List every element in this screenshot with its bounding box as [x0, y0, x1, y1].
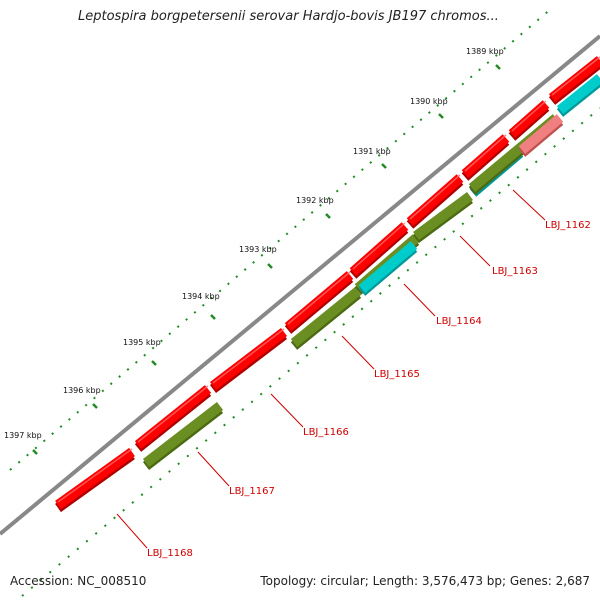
- kbp-major-tick: [92, 403, 98, 409]
- forward-gene-arrow[interactable]: [55, 447, 135, 513]
- kbp-major-tick: [495, 64, 501, 70]
- kbp-major-tick: [151, 360, 157, 366]
- gene-label[interactable]: LBJ_1168: [147, 548, 193, 559]
- kbp-tick-label: 1396 kbp: [63, 386, 101, 395]
- gene-label[interactable]: LBJ_1167: [229, 486, 275, 497]
- forward-gene-arrow[interactable]: [209, 328, 288, 393]
- gene-label-leader: [270, 393, 304, 428]
- forward-gene-arrow[interactable]: [349, 222, 409, 279]
- gene-label-leader: [459, 235, 491, 267]
- gene-label-leader: [341, 335, 375, 370]
- reverse-gene-arrow[interactable]: [556, 74, 600, 117]
- gene-label[interactable]: LBJ_1165: [374, 369, 420, 380]
- kbp-major-tick: [267, 263, 273, 269]
- kbp-major-tick: [438, 113, 444, 119]
- forward-gene-arrow[interactable]: [548, 56, 600, 105]
- kbp-tick-label: 1389 kbp: [466, 47, 504, 56]
- kbp-major-tick: [381, 163, 387, 169]
- chromosome-title: Leptospira borgpetersenii serovar Hardjo…: [78, 9, 499, 24]
- kbp-major-tick: [210, 314, 216, 320]
- forward-gene-arrow[interactable]: [284, 271, 354, 334]
- genome-summary-text: Topology: circular; Length: 3,576,473 bp…: [260, 574, 590, 588]
- reverse-gene-arrow[interactable]: [518, 114, 564, 157]
- kbp-tick-label: 1394 kbp: [182, 292, 220, 301]
- gene-label[interactable]: LBJ_1166: [303, 427, 349, 438]
- kbp-tick-label: 1397 kbp: [4, 431, 42, 440]
- forward-gene-arrow[interactable]: [406, 174, 464, 229]
- reverse-gene-arrow[interactable]: [142, 402, 224, 470]
- kbp-tick-label: 1395 kbp: [123, 338, 161, 347]
- kbp-major-tick: [32, 449, 38, 455]
- gene-label[interactable]: LBJ_1164: [436, 316, 482, 327]
- inner-dotted-ring: [21, 107, 600, 597]
- forward-gene-arrow[interactable]: [461, 134, 510, 181]
- kbp-tick-label: 1393 kbp: [239, 245, 277, 254]
- gene-label-leader: [512, 189, 546, 221]
- kbp-tick-label: 1390 kbp: [410, 97, 448, 106]
- reverse-gene-arrow[interactable]: [290, 287, 362, 350]
- gene-label[interactable]: LBJ_1162: [545, 220, 591, 231]
- reverse-gene-arrow[interactable]: [358, 241, 418, 296]
- gene-label-leader: [116, 513, 148, 549]
- outer-dotted-ring: [9, 7, 553, 471]
- gene-label-leader: [403, 283, 436, 317]
- forward-gene-arrow[interactable]: [134, 385, 212, 452]
- reverse-gene-arrow[interactable]: [413, 191, 473, 244]
- gene-label[interactable]: LBJ_1163: [492, 266, 538, 277]
- accession-text: Accession: NC_008510: [10, 574, 147, 588]
- kbp-tick-label: 1391 kbp: [353, 147, 391, 156]
- chromosome-backbone: [0, 34, 600, 536]
- kbp-major-tick: [325, 213, 331, 219]
- kbp-tick-label: 1392 kbp: [296, 196, 334, 205]
- gene-label-leader: [197, 451, 230, 487]
- forward-gene-arrow[interactable]: [508, 100, 550, 141]
